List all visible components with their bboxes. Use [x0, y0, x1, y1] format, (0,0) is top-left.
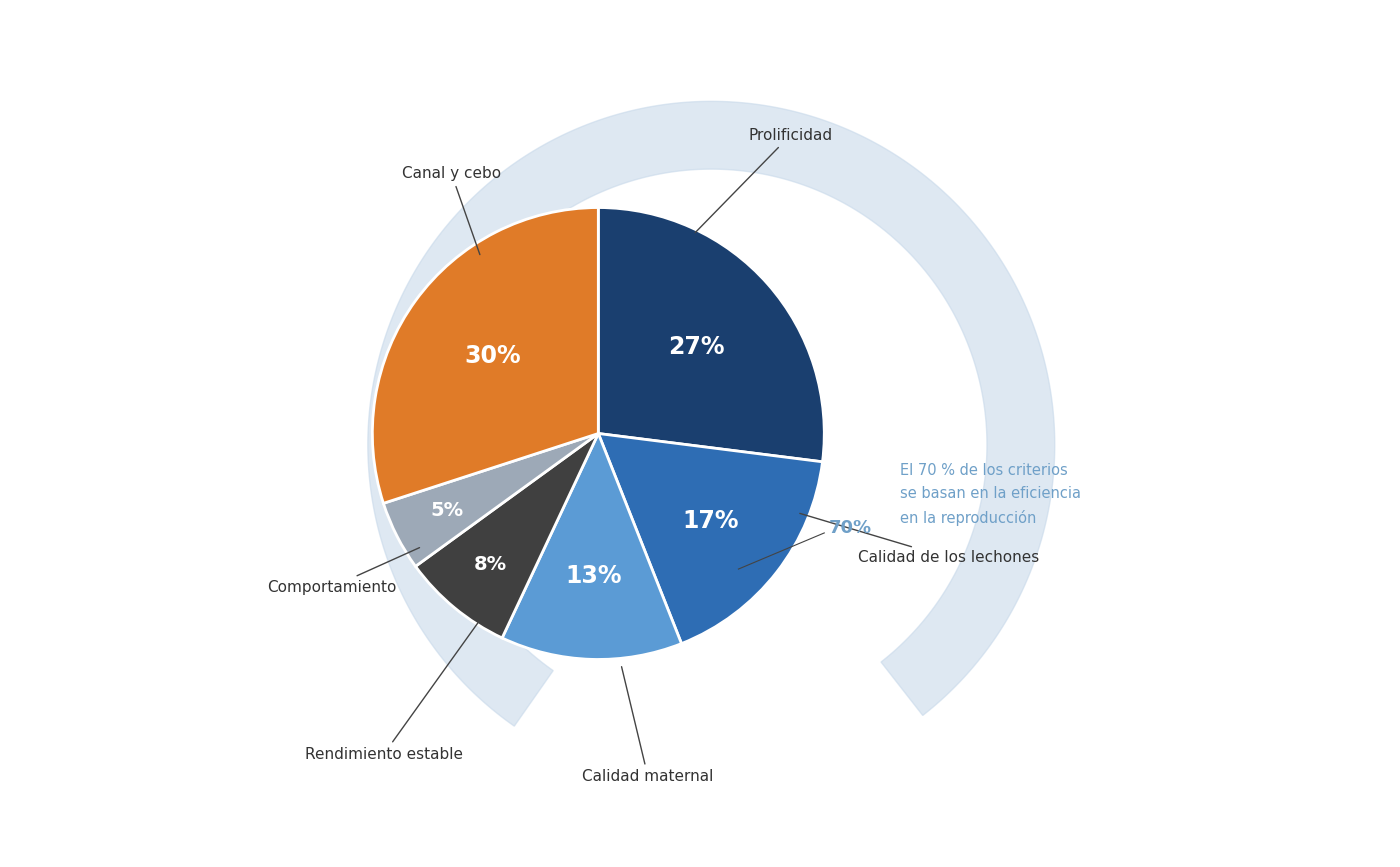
Text: 8%: 8% — [473, 555, 507, 574]
Polygon shape — [368, 101, 1054, 727]
Wedge shape — [372, 207, 598, 504]
Text: Rendimiento estable: Rendimiento estable — [305, 621, 479, 762]
Text: 5%: 5% — [431, 501, 463, 520]
Wedge shape — [598, 207, 825, 462]
Text: 70%: 70% — [829, 519, 872, 538]
Wedge shape — [384, 434, 598, 566]
Text: Calidad de los lechones: Calidad de los lechones — [799, 513, 1039, 565]
Text: 13%: 13% — [566, 564, 622, 588]
Text: El 70 % de los criterios
se basan en la eficiencia
en la reproducción: El 70 % de los criterios se basan en la … — [900, 463, 1081, 526]
Wedge shape — [416, 434, 598, 638]
Text: Canal y cebo: Canal y cebo — [402, 166, 501, 255]
Text: 30%: 30% — [463, 344, 521, 368]
Text: 27%: 27% — [668, 335, 725, 359]
Text: Calidad maternal: Calidad maternal — [582, 667, 714, 785]
Text: 17%: 17% — [683, 509, 739, 532]
Text: Comportamiento: Comportamiento — [267, 548, 420, 595]
Wedge shape — [598, 434, 822, 643]
Text: Prolificidad: Prolificidad — [696, 127, 833, 232]
Wedge shape — [503, 434, 682, 660]
